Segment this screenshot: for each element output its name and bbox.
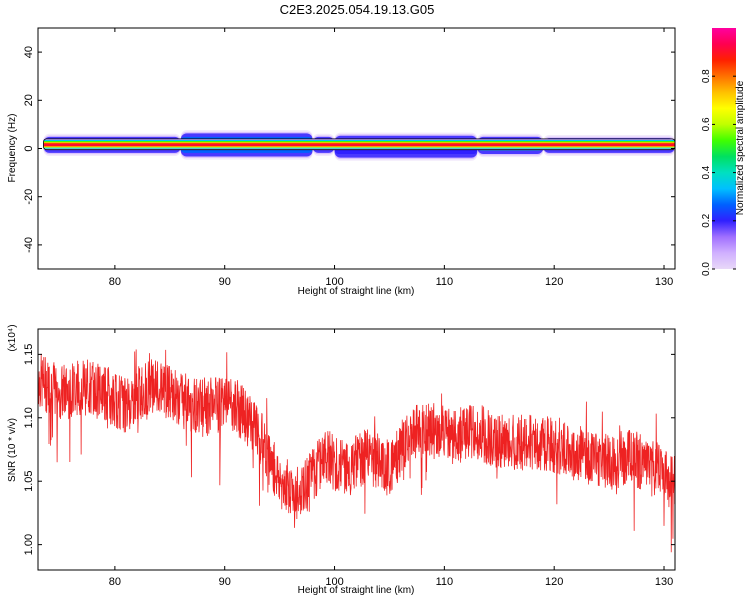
- band-core-stripe-5: [43, 144, 675, 146]
- band-core-stripe-2: [43, 141, 675, 143]
- colorbar-label: Normalized spectral amplitude: [735, 80, 746, 215]
- cb-tick-label-2: 0.4: [701, 165, 712, 179]
- bot-xtick-label-0: 80: [109, 576, 121, 588]
- colorbar: 0.0 0.2 0.4 0.6 0.8 Normalized spectral ampl…: [701, 28, 746, 276]
- band-core-stripe-0: [43, 138, 675, 141]
- top-xtick-label-2: 100: [325, 276, 343, 288]
- cb-tick-label-0: 0.0: [701, 262, 712, 276]
- top-ytick-label-1: -20: [23, 189, 35, 205]
- spectrogram-x-ticks: 80 90 100 110 120 130: [109, 28, 673, 288]
- bot-xtick-label-4: 120: [545, 576, 563, 588]
- cb-tick-label-3: 0.6: [701, 117, 712, 131]
- top-xtick-label-5: 130: [655, 276, 673, 288]
- bot-xtick-label-2: 100: [325, 576, 343, 588]
- cb-tick-label-4: 0.8: [701, 69, 712, 83]
- top-ytick-label-4: 40: [23, 46, 35, 58]
- band-core-stripe-7: [43, 146, 675, 148]
- bot-xtick-label-5: 130: [655, 576, 673, 588]
- bot-xtick-label-3: 110: [436, 576, 454, 588]
- top-ytick-label-0: -40: [23, 237, 35, 253]
- bot-ytick-label-1: 1.05: [23, 470, 35, 491]
- snr-panel: 80 90 100 110 120 130 1.00 1.05 1.10 1.15 Height…: [7, 324, 676, 596]
- figure-title: C2E3.2025.054.19.13.G05: [280, 2, 435, 17]
- colorbar-gradient: [712, 28, 736, 269]
- band-core-stripe-6: [43, 145, 675, 147]
- spectrogram-y-ticks: -40 -20 0 20 40: [23, 46, 675, 253]
- top-ytick-label-2: 0: [23, 145, 35, 151]
- spectrogram-band: [43, 130, 676, 161]
- snr-x-label: Height of straight line (km): [298, 585, 415, 596]
- colorbar-ticks: 0.0 0.2 0.4 0.6 0.8: [701, 69, 736, 276]
- bot-ytick-label-2: 1.10: [23, 407, 35, 428]
- snr-scale-label: (x10⁴): [7, 324, 18, 351]
- band-core-stripe-1: [43, 139, 675, 142]
- top-xtick-label-3: 110: [436, 276, 454, 288]
- top-xtick-label-1: 90: [219, 276, 231, 288]
- cb-tick-label-1: 0.2: [701, 213, 712, 227]
- top-xtick-label-0: 80: [109, 276, 121, 288]
- top-ytick-label-3: 20: [23, 94, 35, 106]
- spectrogram-panel: 80 90 100 110 120 130 -40 -20 0 20 40 Height of s…: [7, 27, 676, 297]
- snr-y-label: SNR (10 * v/v): [7, 418, 18, 482]
- band-core-stripe-8: [43, 147, 675, 149]
- snr-y-ticks: 1.00 1.05 1.10 1.15: [23, 344, 675, 555]
- bot-ytick-label-0: 1.00: [23, 534, 35, 555]
- bot-xtick-label-1: 90: [219, 576, 231, 588]
- snr-frame: [37, 328, 676, 571]
- spectrogram-x-label: Height of straight line (km): [298, 286, 415, 297]
- snr-series: [37, 349, 676, 553]
- spectrogram-y-label: Frequency (Hz): [7, 114, 18, 183]
- snr-x-ticks: 80 90 100 110 120 130: [109, 329, 673, 588]
- snr-trace: [37, 349, 676, 553]
- band-core-stripe-4: [43, 143, 675, 145]
- bot-ytick-label-3: 1.15: [23, 344, 35, 365]
- band-core-stripe-3: [43, 142, 675, 144]
- top-xtick-label-4: 120: [545, 276, 563, 288]
